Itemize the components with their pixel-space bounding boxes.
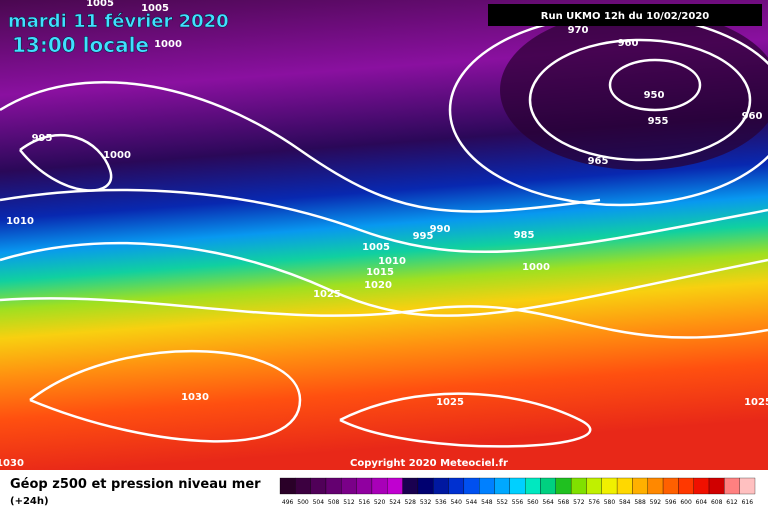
colorbar-swatch — [555, 477, 572, 495]
footer-title: Géop z500 et pression niveau mer — [10, 477, 261, 492]
isobar-label: 1005 — [141, 3, 169, 14]
isobar-label: 1005 — [86, 0, 114, 9]
date-label: mardi 11 février 2020 — [8, 11, 229, 32]
colorbar-label: 576 — [588, 499, 600, 506]
colorbar-label: 512 — [343, 499, 355, 506]
isobar-label: 960 — [742, 111, 763, 122]
colorbar-swatch — [356, 477, 373, 495]
colorbar-swatch — [295, 477, 311, 495]
colorbar-label: 496 — [282, 499, 294, 506]
colorbar-label: 520 — [374, 499, 386, 506]
run-label: Run UKMO 12h du 10/02/2020 — [541, 11, 710, 22]
colorbar-label: 604 — [696, 499, 708, 506]
colorbar-swatch — [433, 477, 449, 495]
colorbar-swatch — [310, 477, 327, 495]
isobar-label: 1025 — [744, 397, 768, 408]
isobar-label: 970 — [568, 25, 589, 36]
colorbar-label: 608 — [711, 499, 723, 506]
colorbar-swatch — [341, 477, 357, 495]
colorbar-swatch — [570, 477, 587, 495]
run-box — [488, 4, 762, 26]
colorbar-swatch — [387, 477, 403, 495]
footer-lead: (+24h) — [10, 496, 49, 507]
isobar-label: 1000 — [103, 150, 131, 161]
colorbar-label: 524 — [389, 499, 401, 506]
colorbar-label: 584 — [619, 499, 631, 506]
isobar-label: 985 — [514, 230, 535, 241]
colorbar-swatch — [525, 477, 541, 495]
colorbar-label: 580 — [604, 499, 616, 506]
isobar-label: 1005 — [362, 242, 390, 253]
colorbar-label: 508 — [328, 499, 340, 506]
isobar-label: 1030 — [0, 458, 24, 469]
isobar-label: 1025 — [436, 397, 464, 408]
colorbar-label: 528 — [405, 499, 417, 506]
colorbar-label: 560 — [527, 499, 539, 506]
colorbar-swatch — [279, 477, 296, 495]
colorbar-swatch — [509, 477, 526, 495]
isobar-label: 995 — [413, 231, 434, 242]
colorbar-swatch — [632, 477, 648, 495]
colorbar-label: 572 — [573, 499, 585, 506]
colorbar-swatch — [739, 477, 756, 495]
colorbar-label: 616 — [742, 499, 754, 506]
isobar-label: 955 — [648, 116, 669, 127]
isobar-label: 1020 — [364, 280, 392, 291]
colorbar-label: 596 — [665, 499, 677, 506]
colorbar-swatch — [678, 477, 694, 495]
isobar-label: 1025 — [313, 289, 341, 300]
colorbar-swatch — [693, 477, 710, 495]
colorbar-label: 516 — [359, 499, 371, 506]
copyright: Copyright 2020 Meteociel.fr — [350, 458, 508, 469]
low-area — [500, 10, 768, 170]
isobar-label: 1015 — [366, 267, 394, 278]
isobar-label: 995 — [32, 133, 53, 144]
colorbar-swatch — [479, 477, 495, 495]
isobar-label: 1010 — [378, 256, 406, 267]
colorbar-label: 532 — [420, 499, 432, 506]
colorbar-swatch — [371, 477, 388, 495]
isobar-label: 1030 — [181, 392, 209, 403]
colorbar-label: 536 — [435, 499, 447, 506]
colorbar-swatch — [494, 477, 510, 495]
colorbar-label: 544 — [466, 499, 478, 506]
colorbar-swatch — [662, 477, 679, 495]
isobar-label: 1000 — [522, 262, 550, 273]
isobar-label: 950 — [644, 90, 665, 101]
colorbar-swatch — [417, 477, 434, 495]
colorbar-label: 600 — [680, 499, 692, 506]
colorbar-swatch — [708, 477, 725, 495]
colorbar-label: 548 — [481, 499, 493, 506]
colorbar-swatch — [325, 477, 342, 495]
colorbar-label: 540 — [450, 499, 462, 506]
colorbar-swatch — [448, 477, 465, 495]
isobar-label: 990 — [430, 224, 451, 235]
colorbar-swatch — [647, 477, 664, 495]
colorbar-label: 556 — [512, 499, 524, 506]
isobar-label: 1010 — [6, 216, 34, 227]
colorbar-label: 612 — [726, 499, 738, 506]
colorbar-swatch — [724, 477, 740, 495]
colorbar-swatch — [601, 477, 618, 495]
colorbar-swatch — [586, 477, 602, 495]
colorbar-swatch — [540, 477, 556, 495]
isobar-label: 1000 — [154, 39, 182, 50]
isobar-label: 960 — [618, 38, 639, 49]
colorbar-swatch — [463, 477, 480, 495]
time-label: 13:00 locale — [12, 33, 149, 57]
colorbar-label: 592 — [650, 499, 662, 506]
colorbar-label: 588 — [634, 499, 646, 506]
colorbar-label: 564 — [542, 499, 554, 506]
colorbar-swatch — [616, 477, 633, 495]
colorbar-label: 504 — [313, 499, 325, 506]
colorbar-label: 500 — [297, 499, 309, 506]
colorbar-label: 552 — [496, 499, 508, 506]
isobar-label: 965 — [588, 156, 609, 167]
colorbar-swatch — [402, 477, 419, 495]
colorbar-label: 568 — [558, 499, 570, 506]
